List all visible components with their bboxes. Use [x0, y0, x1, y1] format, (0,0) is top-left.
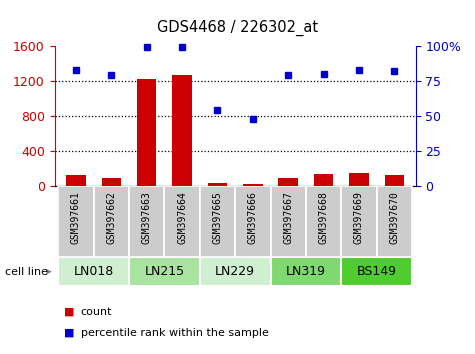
Text: GSM397663: GSM397663: [142, 191, 152, 244]
Text: GSM397666: GSM397666: [248, 191, 258, 244]
Text: GDS4468 / 226302_at: GDS4468 / 226302_at: [157, 19, 318, 36]
Bar: [58, 186, 94, 257]
Bar: [66, 175, 86, 186]
Text: GSM397664: GSM397664: [177, 191, 187, 244]
Bar: [314, 175, 333, 186]
Bar: [385, 175, 404, 186]
Bar: [342, 186, 377, 257]
Text: cell line: cell line: [5, 267, 48, 277]
Text: LN215: LN215: [144, 265, 184, 278]
Bar: [172, 75, 192, 186]
Text: GSM397667: GSM397667: [283, 191, 293, 244]
Text: LN319: LN319: [286, 265, 326, 278]
Bar: [243, 184, 263, 186]
Bar: [129, 186, 164, 257]
Text: GSM397668: GSM397668: [319, 191, 329, 244]
Text: GSM397662: GSM397662: [106, 191, 116, 244]
Bar: [271, 186, 306, 257]
Bar: [278, 178, 298, 186]
Bar: [102, 178, 121, 186]
Bar: [94, 186, 129, 257]
Bar: [271, 257, 342, 286]
Bar: [137, 79, 156, 186]
Text: GSM397661: GSM397661: [71, 191, 81, 244]
Bar: [306, 186, 342, 257]
Bar: [200, 186, 235, 257]
Bar: [235, 186, 271, 257]
Text: LN229: LN229: [215, 265, 255, 278]
Bar: [58, 257, 129, 286]
Text: GSM397669: GSM397669: [354, 191, 364, 244]
Bar: [164, 186, 200, 257]
Bar: [208, 183, 227, 186]
Text: BS149: BS149: [357, 265, 397, 278]
Bar: [200, 257, 271, 286]
Bar: [129, 257, 200, 286]
Bar: [377, 186, 412, 257]
Text: percentile rank within the sample: percentile rank within the sample: [81, 328, 269, 338]
Text: ■: ■: [64, 307, 75, 316]
Text: GSM397665: GSM397665: [212, 191, 222, 244]
Text: count: count: [81, 307, 112, 316]
Bar: [349, 173, 369, 186]
Bar: [342, 257, 412, 286]
Text: GSM397670: GSM397670: [390, 191, 399, 244]
Text: LN018: LN018: [74, 265, 114, 278]
Text: ■: ■: [64, 328, 75, 338]
